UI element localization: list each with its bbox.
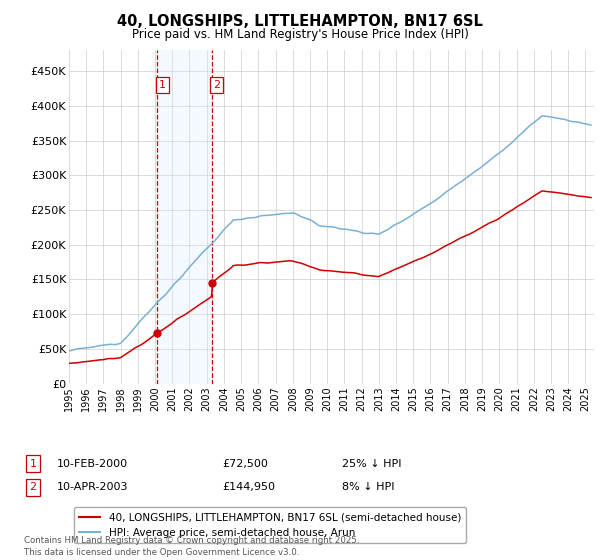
Text: £144,950: £144,950 xyxy=(222,482,275,492)
Text: 10-FEB-2000: 10-FEB-2000 xyxy=(57,459,128,469)
Text: Contains HM Land Registry data © Crown copyright and database right 2025.
This d: Contains HM Land Registry data © Crown c… xyxy=(24,536,359,557)
Text: Price paid vs. HM Land Registry's House Price Index (HPI): Price paid vs. HM Land Registry's House … xyxy=(131,28,469,41)
Text: 1: 1 xyxy=(29,459,37,469)
Text: 2: 2 xyxy=(29,482,37,492)
Text: 1: 1 xyxy=(159,80,166,90)
Bar xyxy=(157,50,212,384)
Text: 10-APR-2003: 10-APR-2003 xyxy=(57,482,128,492)
Text: 40, LONGSHIPS, LITTLEHAMPTON, BN17 6SL: 40, LONGSHIPS, LITTLEHAMPTON, BN17 6SL xyxy=(117,14,483,29)
Text: 8% ↓ HPI: 8% ↓ HPI xyxy=(342,482,395,492)
Text: 2: 2 xyxy=(213,80,220,90)
Text: 25% ↓ HPI: 25% ↓ HPI xyxy=(342,459,401,469)
Text: £72,500: £72,500 xyxy=(222,459,268,469)
Legend: 40, LONGSHIPS, LITTLEHAMPTON, BN17 6SL (semi-detached house), HPI: Average price: 40, LONGSHIPS, LITTLEHAMPTON, BN17 6SL (… xyxy=(74,507,466,543)
